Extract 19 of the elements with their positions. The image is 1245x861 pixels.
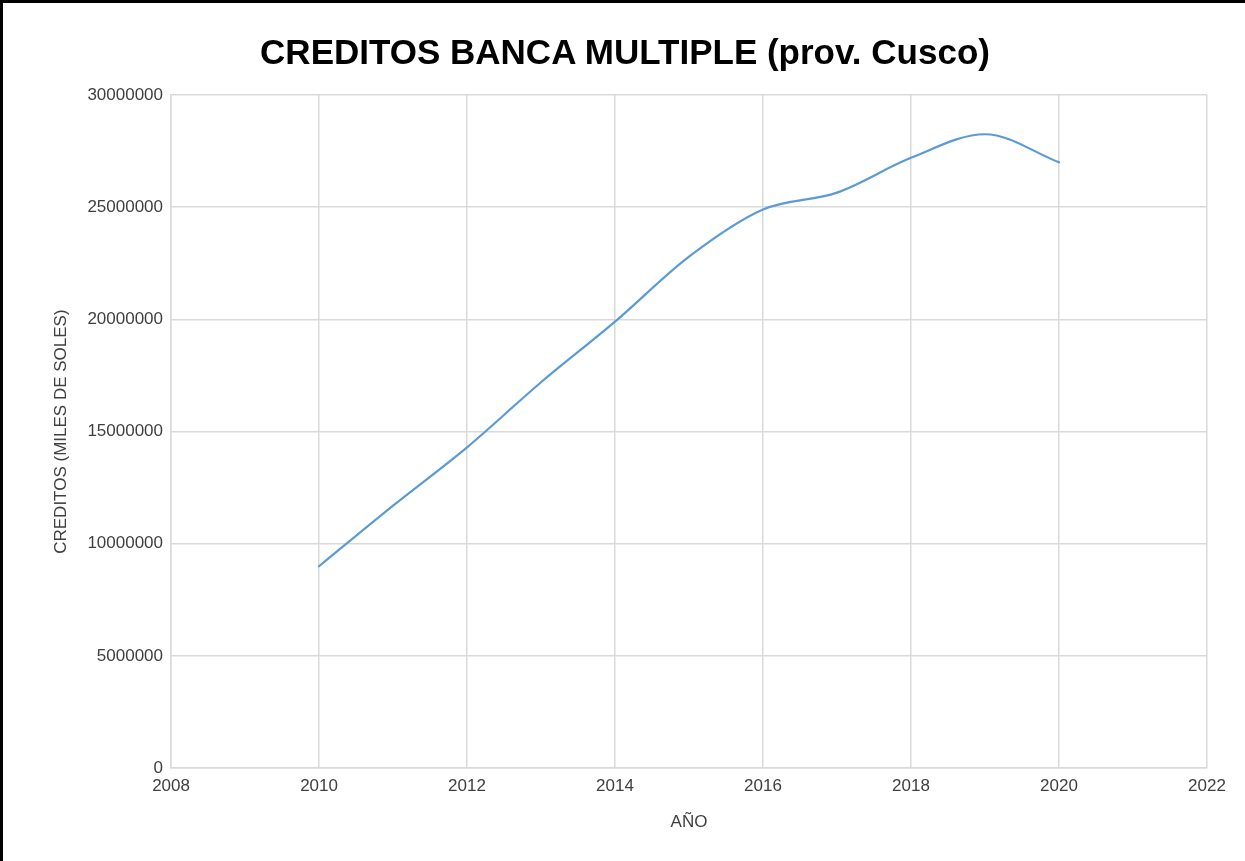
y-tick-label: 30000000	[87, 84, 164, 104]
x-tick-label: 2010	[300, 776, 338, 796]
line-series	[317, 133, 1061, 568]
y-axis-title: CREDITOS (MILES DE SOLES)	[50, 309, 70, 554]
x-tick-label: 2008	[152, 776, 190, 796]
x-tick-label: 2020	[1040, 776, 1078, 796]
y-tick-label: 20000000	[87, 309, 164, 329]
y-tick-label: 10000000	[87, 533, 164, 553]
x-tick-label: 2022	[1188, 776, 1226, 796]
x-tick-label: 2014	[596, 776, 634, 796]
y-tick-label: 15000000	[87, 421, 164, 441]
y-tick-label: 0	[153, 757, 164, 777]
x-tick-label: 2012	[448, 776, 486, 796]
x-tick-label: 2016	[744, 776, 782, 796]
chart-title: CREDITOS BANCA MULTIPLE (prov. Cusco)	[260, 31, 990, 71]
y-tick-label: 5000000	[96, 645, 164, 665]
x-tick-label: 2018	[892, 776, 930, 796]
x-axis-title: AÑO	[670, 812, 708, 832]
y-tick-label: 25000000	[87, 196, 164, 216]
